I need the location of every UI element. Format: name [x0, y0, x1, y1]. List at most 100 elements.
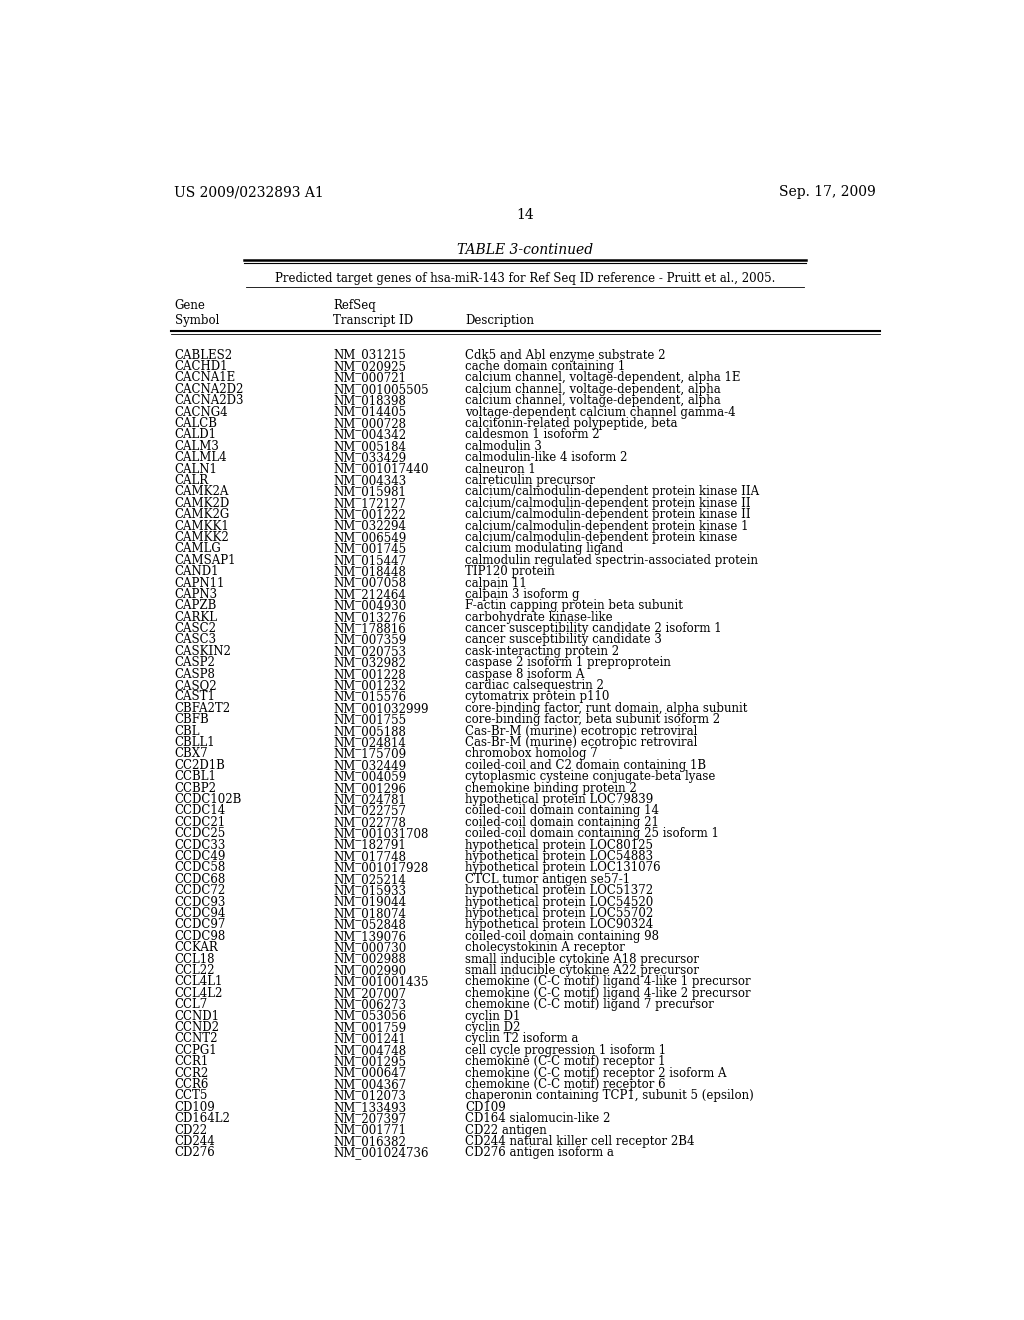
Text: CACNA2D3: CACNA2D3	[174, 395, 244, 407]
Text: CD276: CD276	[174, 1146, 215, 1159]
Text: CACNA2D2: CACNA2D2	[174, 383, 244, 396]
Text: cytoplasmic cysteine conjugate-beta lyase: cytoplasmic cysteine conjugate-beta lyas…	[465, 771, 716, 783]
Text: CBFB: CBFB	[174, 713, 209, 726]
Text: NM_139076: NM_139076	[334, 929, 407, 942]
Text: CD244: CD244	[174, 1135, 215, 1148]
Text: NM_053056: NM_053056	[334, 1010, 407, 1023]
Text: NM_004748: NM_004748	[334, 1044, 407, 1057]
Text: CCT5: CCT5	[174, 1089, 208, 1102]
Text: NM_001017440: NM_001017440	[334, 462, 429, 475]
Text: Sep. 17, 2009: Sep. 17, 2009	[779, 185, 876, 199]
Text: CASP2: CASP2	[174, 656, 215, 669]
Text: small inducible cytokine A22 precursor: small inducible cytokine A22 precursor	[465, 964, 699, 977]
Text: CCL4L1: CCL4L1	[174, 975, 223, 989]
Text: hypothetical protein LOC131076: hypothetical protein LOC131076	[465, 862, 660, 874]
Text: calcium/calmodulin-dependent protein kinase IIA: calcium/calmodulin-dependent protein kin…	[465, 486, 759, 499]
Text: hypothetical protein LOC90324: hypothetical protein LOC90324	[465, 919, 653, 932]
Text: hypothetical protein LOC54883: hypothetical protein LOC54883	[465, 850, 653, 863]
Text: hypothetical protein LOC54520: hypothetical protein LOC54520	[465, 895, 653, 908]
Text: NM_024814: NM_024814	[334, 737, 407, 748]
Text: Cas-Br-M (murine) ecotropic retroviral: Cas-Br-M (murine) ecotropic retroviral	[465, 725, 697, 738]
Text: CAMKK1: CAMKK1	[174, 520, 229, 532]
Text: coiled-coil domain containing 98: coiled-coil domain containing 98	[465, 929, 659, 942]
Text: NM_004342: NM_004342	[334, 429, 407, 441]
Text: TIP120 protein: TIP120 protein	[465, 565, 555, 578]
Text: NM_014405: NM_014405	[334, 405, 407, 418]
Text: NM_032982: NM_032982	[334, 656, 407, 669]
Text: NM_001745: NM_001745	[334, 543, 407, 556]
Text: chromobox homolog 7: chromobox homolog 7	[465, 747, 598, 760]
Text: CCKAR: CCKAR	[174, 941, 218, 954]
Text: NM_032449: NM_032449	[334, 759, 407, 772]
Text: NM_013276: NM_013276	[334, 611, 407, 623]
Text: CBLL1: CBLL1	[174, 737, 215, 748]
Text: caldesmon 1 isoform 2: caldesmon 1 isoform 2	[465, 429, 600, 441]
Text: NM_004930: NM_004930	[334, 599, 407, 612]
Text: CACNG4: CACNG4	[174, 405, 228, 418]
Text: NM_025214: NM_025214	[334, 873, 407, 886]
Text: CCND1: CCND1	[174, 1010, 219, 1023]
Text: calpain 3 isoform g: calpain 3 isoform g	[465, 587, 580, 601]
Text: CD22 antigen: CD22 antigen	[465, 1123, 547, 1137]
Text: NM_001017928: NM_001017928	[334, 862, 429, 874]
Text: RefSeq: RefSeq	[334, 298, 376, 312]
Text: hypothetical protein LOC79839: hypothetical protein LOC79839	[465, 793, 653, 807]
Text: CABLES2: CABLES2	[174, 348, 232, 362]
Text: calreticulin precursor: calreticulin precursor	[465, 474, 595, 487]
Text: NM_005184: NM_005184	[334, 440, 407, 453]
Text: chemokine (C-C motif) receptor 2 isoform A: chemokine (C-C motif) receptor 2 isoform…	[465, 1067, 727, 1080]
Text: NM_016382: NM_016382	[334, 1135, 407, 1148]
Text: Transcript ID: Transcript ID	[334, 314, 414, 327]
Text: NM_001001435: NM_001001435	[334, 975, 429, 989]
Text: small inducible cytokine A18 precursor: small inducible cytokine A18 precursor	[465, 953, 699, 965]
Text: NM_001241: NM_001241	[334, 1032, 407, 1045]
Text: CD109: CD109	[174, 1101, 215, 1114]
Text: NM_020925: NM_020925	[334, 360, 407, 374]
Text: cytomatrix protein p110: cytomatrix protein p110	[465, 690, 609, 704]
Text: CASKIN2: CASKIN2	[174, 645, 231, 657]
Text: CAMK2A: CAMK2A	[174, 486, 229, 499]
Text: calmodulin 3: calmodulin 3	[465, 440, 542, 453]
Text: CD109: CD109	[465, 1101, 506, 1114]
Text: calcium/calmodulin-dependent protein kinase 1: calcium/calmodulin-dependent protein kin…	[465, 520, 749, 532]
Text: NM_172127: NM_172127	[334, 496, 407, 510]
Text: cholecystokinin A receptor: cholecystokinin A receptor	[465, 941, 625, 954]
Text: calneuron 1: calneuron 1	[465, 462, 536, 475]
Text: calmodulin-like 4 isoform 2: calmodulin-like 4 isoform 2	[465, 451, 628, 465]
Text: CCL18: CCL18	[174, 953, 215, 965]
Text: cache domain containing 1: cache domain containing 1	[465, 360, 626, 374]
Text: NM_001024736: NM_001024736	[334, 1146, 429, 1159]
Text: CAST1: CAST1	[174, 690, 215, 704]
Text: CASC3: CASC3	[174, 634, 217, 647]
Text: NM_006549: NM_006549	[334, 531, 407, 544]
Text: NM_133493: NM_133493	[334, 1101, 407, 1114]
Text: CCL4L2: CCL4L2	[174, 987, 223, 999]
Text: NM_015981: NM_015981	[334, 486, 407, 499]
Text: CALCB: CALCB	[174, 417, 217, 430]
Text: cell cycle progression 1 isoform 1: cell cycle progression 1 isoform 1	[465, 1044, 667, 1057]
Text: CCDC21: CCDC21	[174, 816, 225, 829]
Text: calcitonin-related polypeptide, beta: calcitonin-related polypeptide, beta	[465, 417, 678, 430]
Text: hypothetical protein LOC55702: hypothetical protein LOC55702	[465, 907, 653, 920]
Text: NM_000728: NM_000728	[334, 417, 407, 430]
Text: calcium channel, voltage-dependent, alpha 1E: calcium channel, voltage-dependent, alph…	[465, 371, 740, 384]
Text: NM_004059: NM_004059	[334, 771, 407, 783]
Text: NM_212464: NM_212464	[334, 587, 407, 601]
Text: US 2009/0232893 A1: US 2009/0232893 A1	[174, 185, 325, 199]
Text: NM_001755: NM_001755	[334, 713, 407, 726]
Text: calcium channel, voltage-dependent, alpha: calcium channel, voltage-dependent, alph…	[465, 395, 721, 407]
Text: NM_002988: NM_002988	[334, 953, 407, 965]
Text: NM_018074: NM_018074	[334, 907, 407, 920]
Text: calcium/calmodulin-dependent protein kinase: calcium/calmodulin-dependent protein kin…	[465, 531, 737, 544]
Text: CAMK2G: CAMK2G	[174, 508, 229, 521]
Text: Symbol: Symbol	[174, 314, 219, 327]
Text: NM_015576: NM_015576	[334, 690, 407, 704]
Text: cancer susceptibility candidate 2 isoform 1: cancer susceptibility candidate 2 isofor…	[465, 622, 722, 635]
Text: NM_020753: NM_020753	[334, 645, 407, 657]
Text: CCDC49: CCDC49	[174, 850, 226, 863]
Text: chemokine binding protein 2: chemokine binding protein 2	[465, 781, 637, 795]
Text: CD22: CD22	[174, 1123, 208, 1137]
Text: NM_022757: NM_022757	[334, 804, 407, 817]
Text: calmodulin regulated spectrin-associated protein: calmodulin regulated spectrin-associated…	[465, 553, 758, 566]
Text: CASQ2: CASQ2	[174, 678, 217, 692]
